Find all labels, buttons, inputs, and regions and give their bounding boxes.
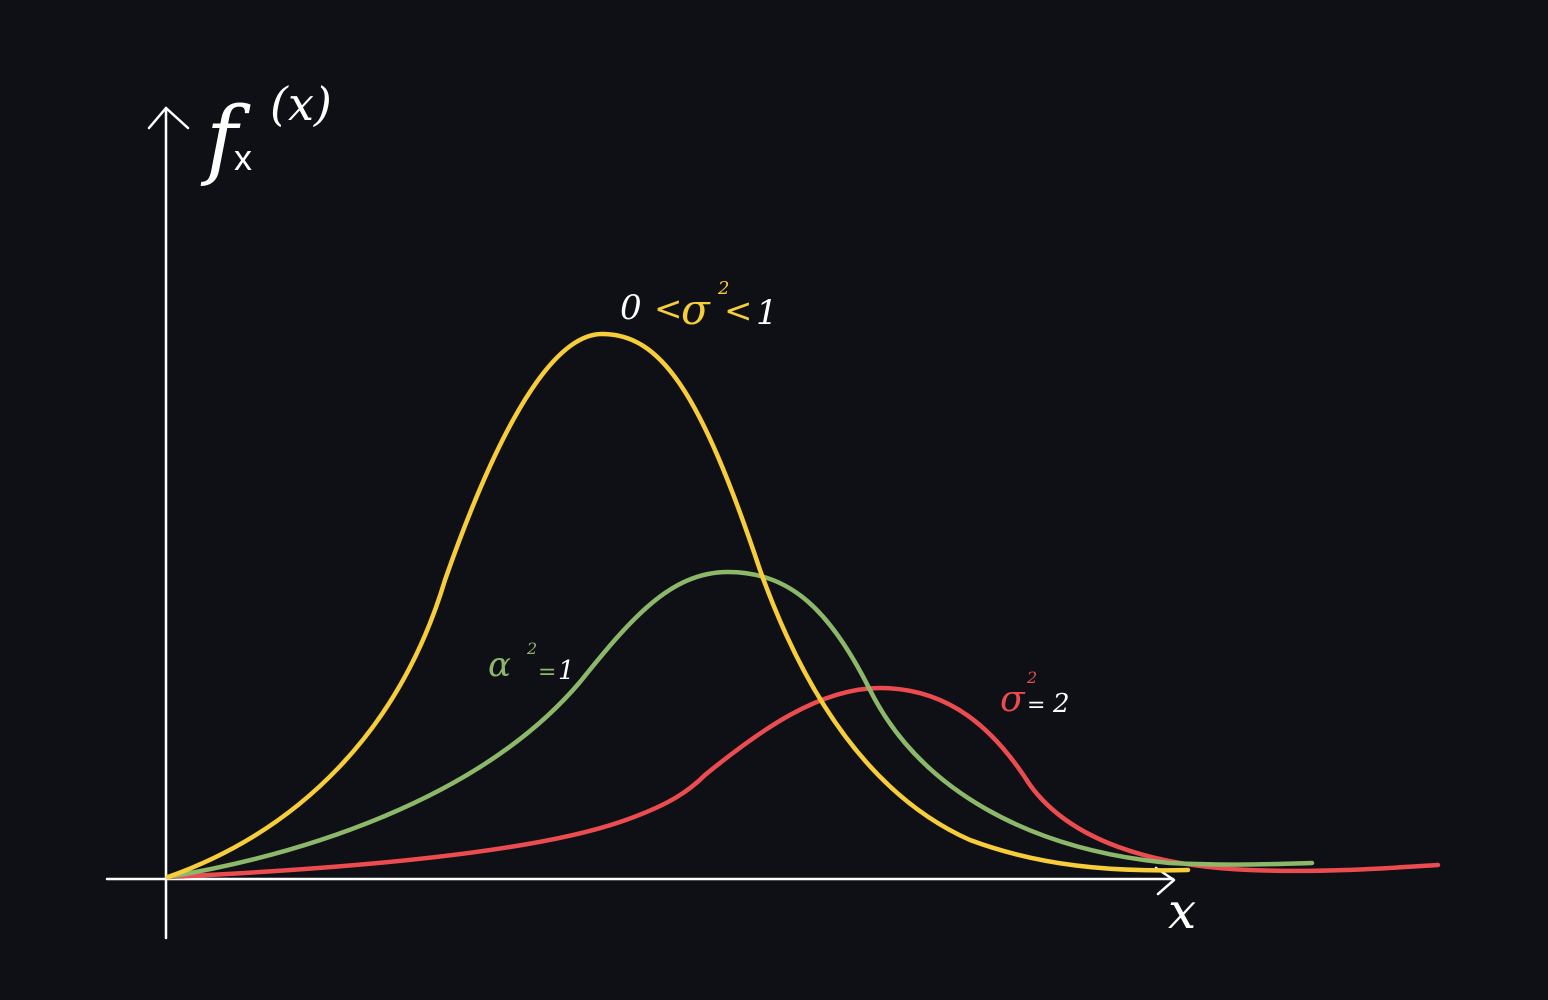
- y-axis-label: f x (x): [200, 77, 332, 189]
- label-yellow-one: 1: [756, 293, 778, 333]
- curves: [165, 331, 1441, 880]
- label-red: σ 2 = 2: [1000, 668, 1070, 720]
- y-axis-arrowhead: [147, 106, 190, 130]
- label-green-square: 2: [526, 639, 537, 658]
- label-yellow-square: 2: [717, 278, 729, 299]
- label-green-symbol: α: [488, 645, 511, 685]
- label-green-equals: =: [538, 660, 556, 685]
- label-red-square: 2: [1026, 668, 1037, 687]
- label-yellow: 0 < σ 2 < 1: [620, 278, 778, 334]
- label-red-value: 2: [1052, 689, 1070, 719]
- curve-green: [165, 569, 1315, 880]
- label-green-value: 1: [558, 656, 575, 686]
- y-axis-label-subscript: x: [234, 137, 252, 178]
- label-yellow-sigma: σ: [681, 285, 711, 334]
- curve-yellow: [165, 331, 1191, 880]
- label-red-equals: =: [1027, 693, 1045, 718]
- label-red-sigma: σ: [1000, 679, 1026, 720]
- label-yellow-lt-2: <: [724, 291, 753, 331]
- y-axis-label-argument: (x): [270, 77, 332, 131]
- x-axis-label: x: [1168, 882, 1196, 940]
- curve-red: [165, 685, 1441, 880]
- label-yellow-lt-1: <: [654, 289, 683, 329]
- label-yellow-zero: 0: [620, 288, 642, 328]
- label-green: α 2 = 1: [488, 639, 575, 686]
